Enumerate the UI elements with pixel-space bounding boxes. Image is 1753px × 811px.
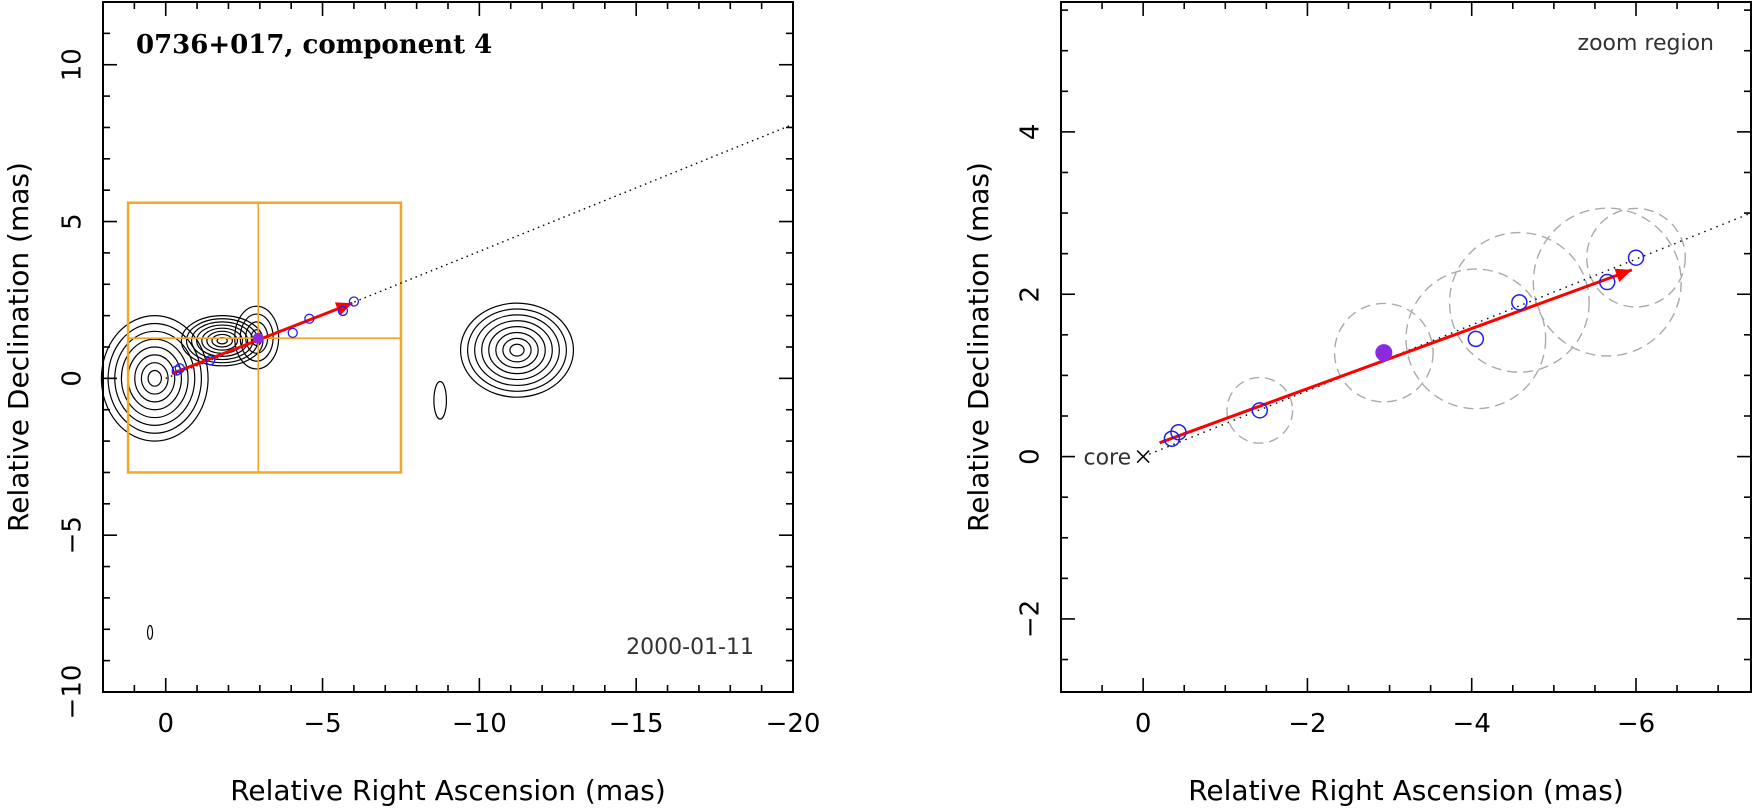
contour-line: [146, 624, 154, 640]
contour-line: [502, 337, 532, 363]
contour-line: [211, 333, 233, 348]
contour-line: [114, 330, 196, 427]
component-marker: [1511, 294, 1528, 311]
contour-line: [140, 362, 169, 395]
y-tick-label: −5: [58, 516, 88, 554]
contour-line: [107, 322, 203, 434]
component-size-circle: [1448, 231, 1590, 373]
component-marker: [174, 363, 185, 374]
contour-line: [509, 343, 525, 357]
x-tick-label: −5: [303, 709, 341, 739]
y-tick-labels-right: −2 0 2 4: [1016, 124, 1046, 638]
x-tick-label: −20: [766, 709, 821, 739]
component-marker: [1599, 273, 1616, 291]
y-tick-labels-left: −10 −5 0 5 10: [58, 48, 88, 719]
x-axis-label-left: Relative Right Ascension (mas): [230, 774, 666, 807]
direction-line: [1142, 212, 1752, 458]
plot-frame-right: [1060, 1, 1752, 693]
x-tick-label: 0: [157, 709, 174, 739]
motion-vector-shaft: [1159, 268, 1633, 445]
contour-line: [196, 324, 249, 358]
component-marker: [1163, 430, 1181, 447]
component-marker: [337, 305, 349, 317]
y-tick-label: 2: [1016, 286, 1046, 303]
panel-left: 0 −5 −10 −15 −20 −10 −5 0 5 10 0736+017, compone…: [2, 1, 820, 807]
component-positions: [171, 296, 360, 376]
motion-vector-head: [334, 302, 353, 316]
contour-line: [180, 315, 264, 367]
component-size-circles: [1226, 207, 1686, 444]
contour-line: [488, 326, 546, 375]
y-tick-label: 10: [58, 48, 88, 81]
component-marker: [287, 327, 298, 339]
component-marker-filled: [1375, 344, 1393, 362]
contour-line: [433, 380, 448, 420]
zoom-region-label: zoom region: [1578, 31, 1714, 56]
x-tick-label: 0: [1135, 709, 1152, 739]
component-size-circle: [1226, 376, 1294, 444]
core-marker: core: [1083, 446, 1150, 471]
contour-line: [100, 315, 209, 442]
x-tick-labels-left: 0 −5 −10 −15 −20: [157, 709, 820, 739]
motion-vector-head: [1614, 268, 1632, 282]
y-axis-label-right: Relative Declination (mas): [962, 162, 995, 532]
component-marker: [171, 365, 182, 376]
core-label: core: [1083, 446, 1131, 471]
component-marker: [1170, 423, 1187, 441]
contour-line: [147, 369, 163, 387]
y-tick-label: 0: [1016, 448, 1046, 465]
axis-ticks-left: [102, 1, 794, 693]
contour-line: [467, 308, 567, 392]
y-tick-label: −2: [1016, 600, 1046, 638]
contour-line: [495, 331, 539, 369]
x-tick-label: −4: [1453, 709, 1491, 739]
contour-line: [474, 314, 560, 387]
x-tick-label: −2: [1288, 709, 1326, 739]
panel-right: core 0 −2 −4 −6 −2 0 2 4 zoom region Relative …: [962, 1, 1752, 807]
y-tick-label: −10: [58, 665, 88, 720]
contour-line: [459, 302, 575, 398]
x-tick-label: −6: [1617, 709, 1655, 739]
axis-ticks-right: [1060, 2, 1751, 692]
plot-frame-left: [102, 1, 794, 693]
component-size-circle: [1532, 207, 1682, 357]
contour-line: [206, 330, 239, 351]
y-axis-label-left: Relative Declination (mas): [2, 162, 35, 532]
component-marker: [1251, 402, 1269, 419]
component-positions: [1163, 249, 1645, 447]
y-tick-label: 5: [58, 213, 88, 230]
component-marker: [304, 313, 315, 324]
component-size-circle: [1586, 207, 1686, 308]
component-marker: [1627, 249, 1645, 266]
component-marker: [348, 296, 360, 307]
contour-line: [127, 346, 183, 411]
component-size-circle: [1405, 268, 1547, 410]
core-cross-stroke: [1136, 450, 1150, 464]
direction-line-path: [1142, 212, 1752, 458]
component-marker-filled: [252, 332, 264, 344]
epoch-date: 2000-01-11: [626, 635, 754, 660]
x-tick-label: −10: [452, 709, 507, 739]
contour-line: [134, 354, 176, 403]
motion-vector: [1159, 268, 1633, 445]
contour-map: [100, 302, 575, 640]
x-tick-labels-right: 0 −2 −4 −6: [1135, 709, 1655, 739]
component-marker: [205, 355, 216, 366]
x-tick-label: −15: [609, 709, 664, 739]
contour-line: [481, 320, 553, 381]
x-axis-label-right: Relative Right Ascension (mas): [1188, 774, 1624, 807]
component-size-circle: [1333, 302, 1434, 403]
chart-title: 0736+017, component 4: [136, 30, 492, 60]
contour-line: [120, 338, 189, 419]
component-marker: [1467, 330, 1485, 348]
y-tick-label: 0: [58, 370, 88, 387]
y-tick-label: 4: [1016, 124, 1046, 141]
